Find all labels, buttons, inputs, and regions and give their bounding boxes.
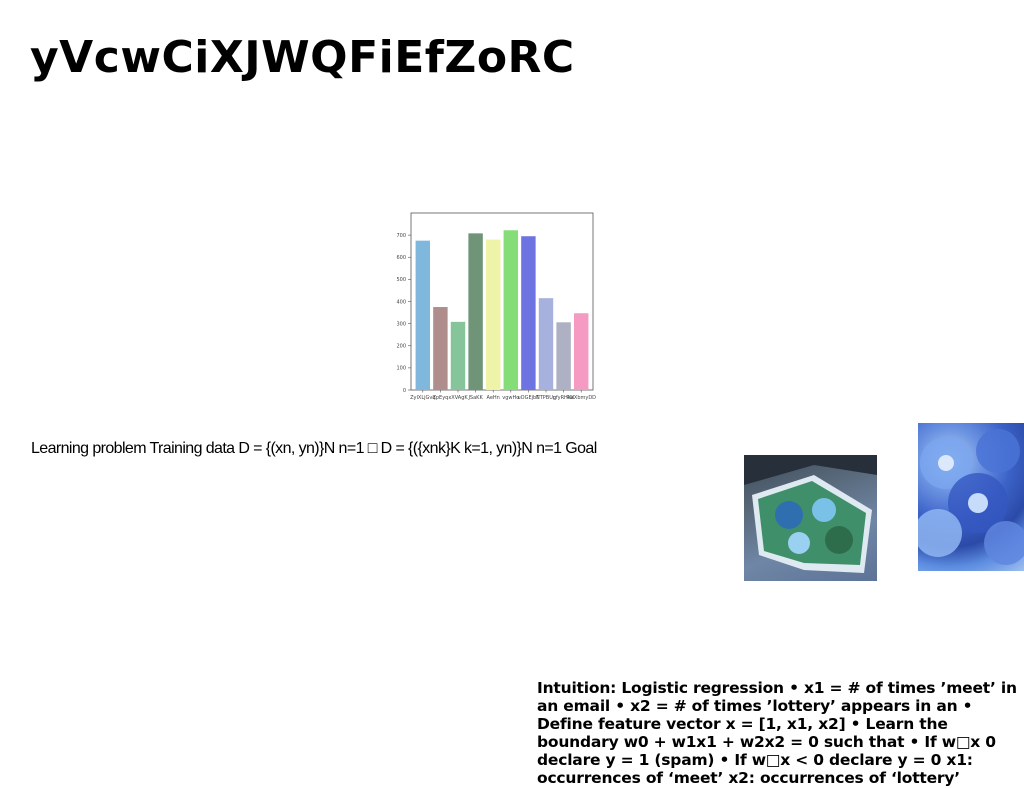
bar-ZyIXLjGvq	[415, 240, 431, 390]
x-tick-label: NTPBUq	[536, 395, 556, 401]
y-tick-label: 300	[396, 321, 406, 327]
y-tick-label: 0	[403, 388, 406, 394]
y-tick-label: 400	[396, 299, 406, 305]
photo-icon	[918, 429, 1024, 565]
y-tick-label: 100	[396, 366, 406, 372]
x-tick-label: ZpEyq	[432, 395, 448, 401]
x-tick-label: gfyRHKK	[553, 395, 575, 401]
bar-RwXbmyDD	[573, 313, 589, 390]
slide-title: yVcwCiXJWQFiEfZoRC	[30, 32, 575, 83]
bar-ZpEyq	[433, 307, 448, 390]
x-tick-label: xXVAgK	[448, 395, 468, 401]
bar-gfyRHKK	[556, 322, 571, 390]
magazine-photo	[744, 455, 877, 581]
y-tick-label: 200	[396, 344, 406, 350]
x-tick-label: JSaKK	[467, 395, 483, 401]
photo-icon	[744, 455, 877, 573]
y-tick-label: 600	[396, 255, 406, 261]
bar-JSaKK	[468, 233, 483, 390]
x-tick-label: ZyIXLjGvq	[410, 395, 435, 401]
x-tick-label: AeHn	[487, 395, 500, 401]
x-tick-label: uOGEjbT	[518, 395, 541, 401]
x-tick-label: RwXbmyDD	[566, 395, 596, 401]
learning-problem-text: Learning problem Training data D = {(xn,…	[31, 440, 597, 457]
bar-xXVAgK	[450, 321, 466, 390]
x-tick-label: vgwHo	[502, 395, 519, 401]
y-tick-label: 700	[396, 233, 406, 239]
bar-NTPBUq	[538, 298, 554, 390]
bar-vgwHo	[503, 230, 519, 390]
bar-chart: 0 100 200 300 400 500 600 700 ZyIXLjGvq ZpEyq xXVA…	[390, 205, 600, 405]
bar-uOGEjbT	[521, 236, 536, 390]
bar-AeHn	[485, 239, 501, 390]
y-tick-label: 500	[396, 277, 406, 283]
blue-flowers-photo	[918, 423, 1024, 571]
intuition-text: Intuition: Logistic regression • x1 = # …	[537, 679, 1017, 787]
